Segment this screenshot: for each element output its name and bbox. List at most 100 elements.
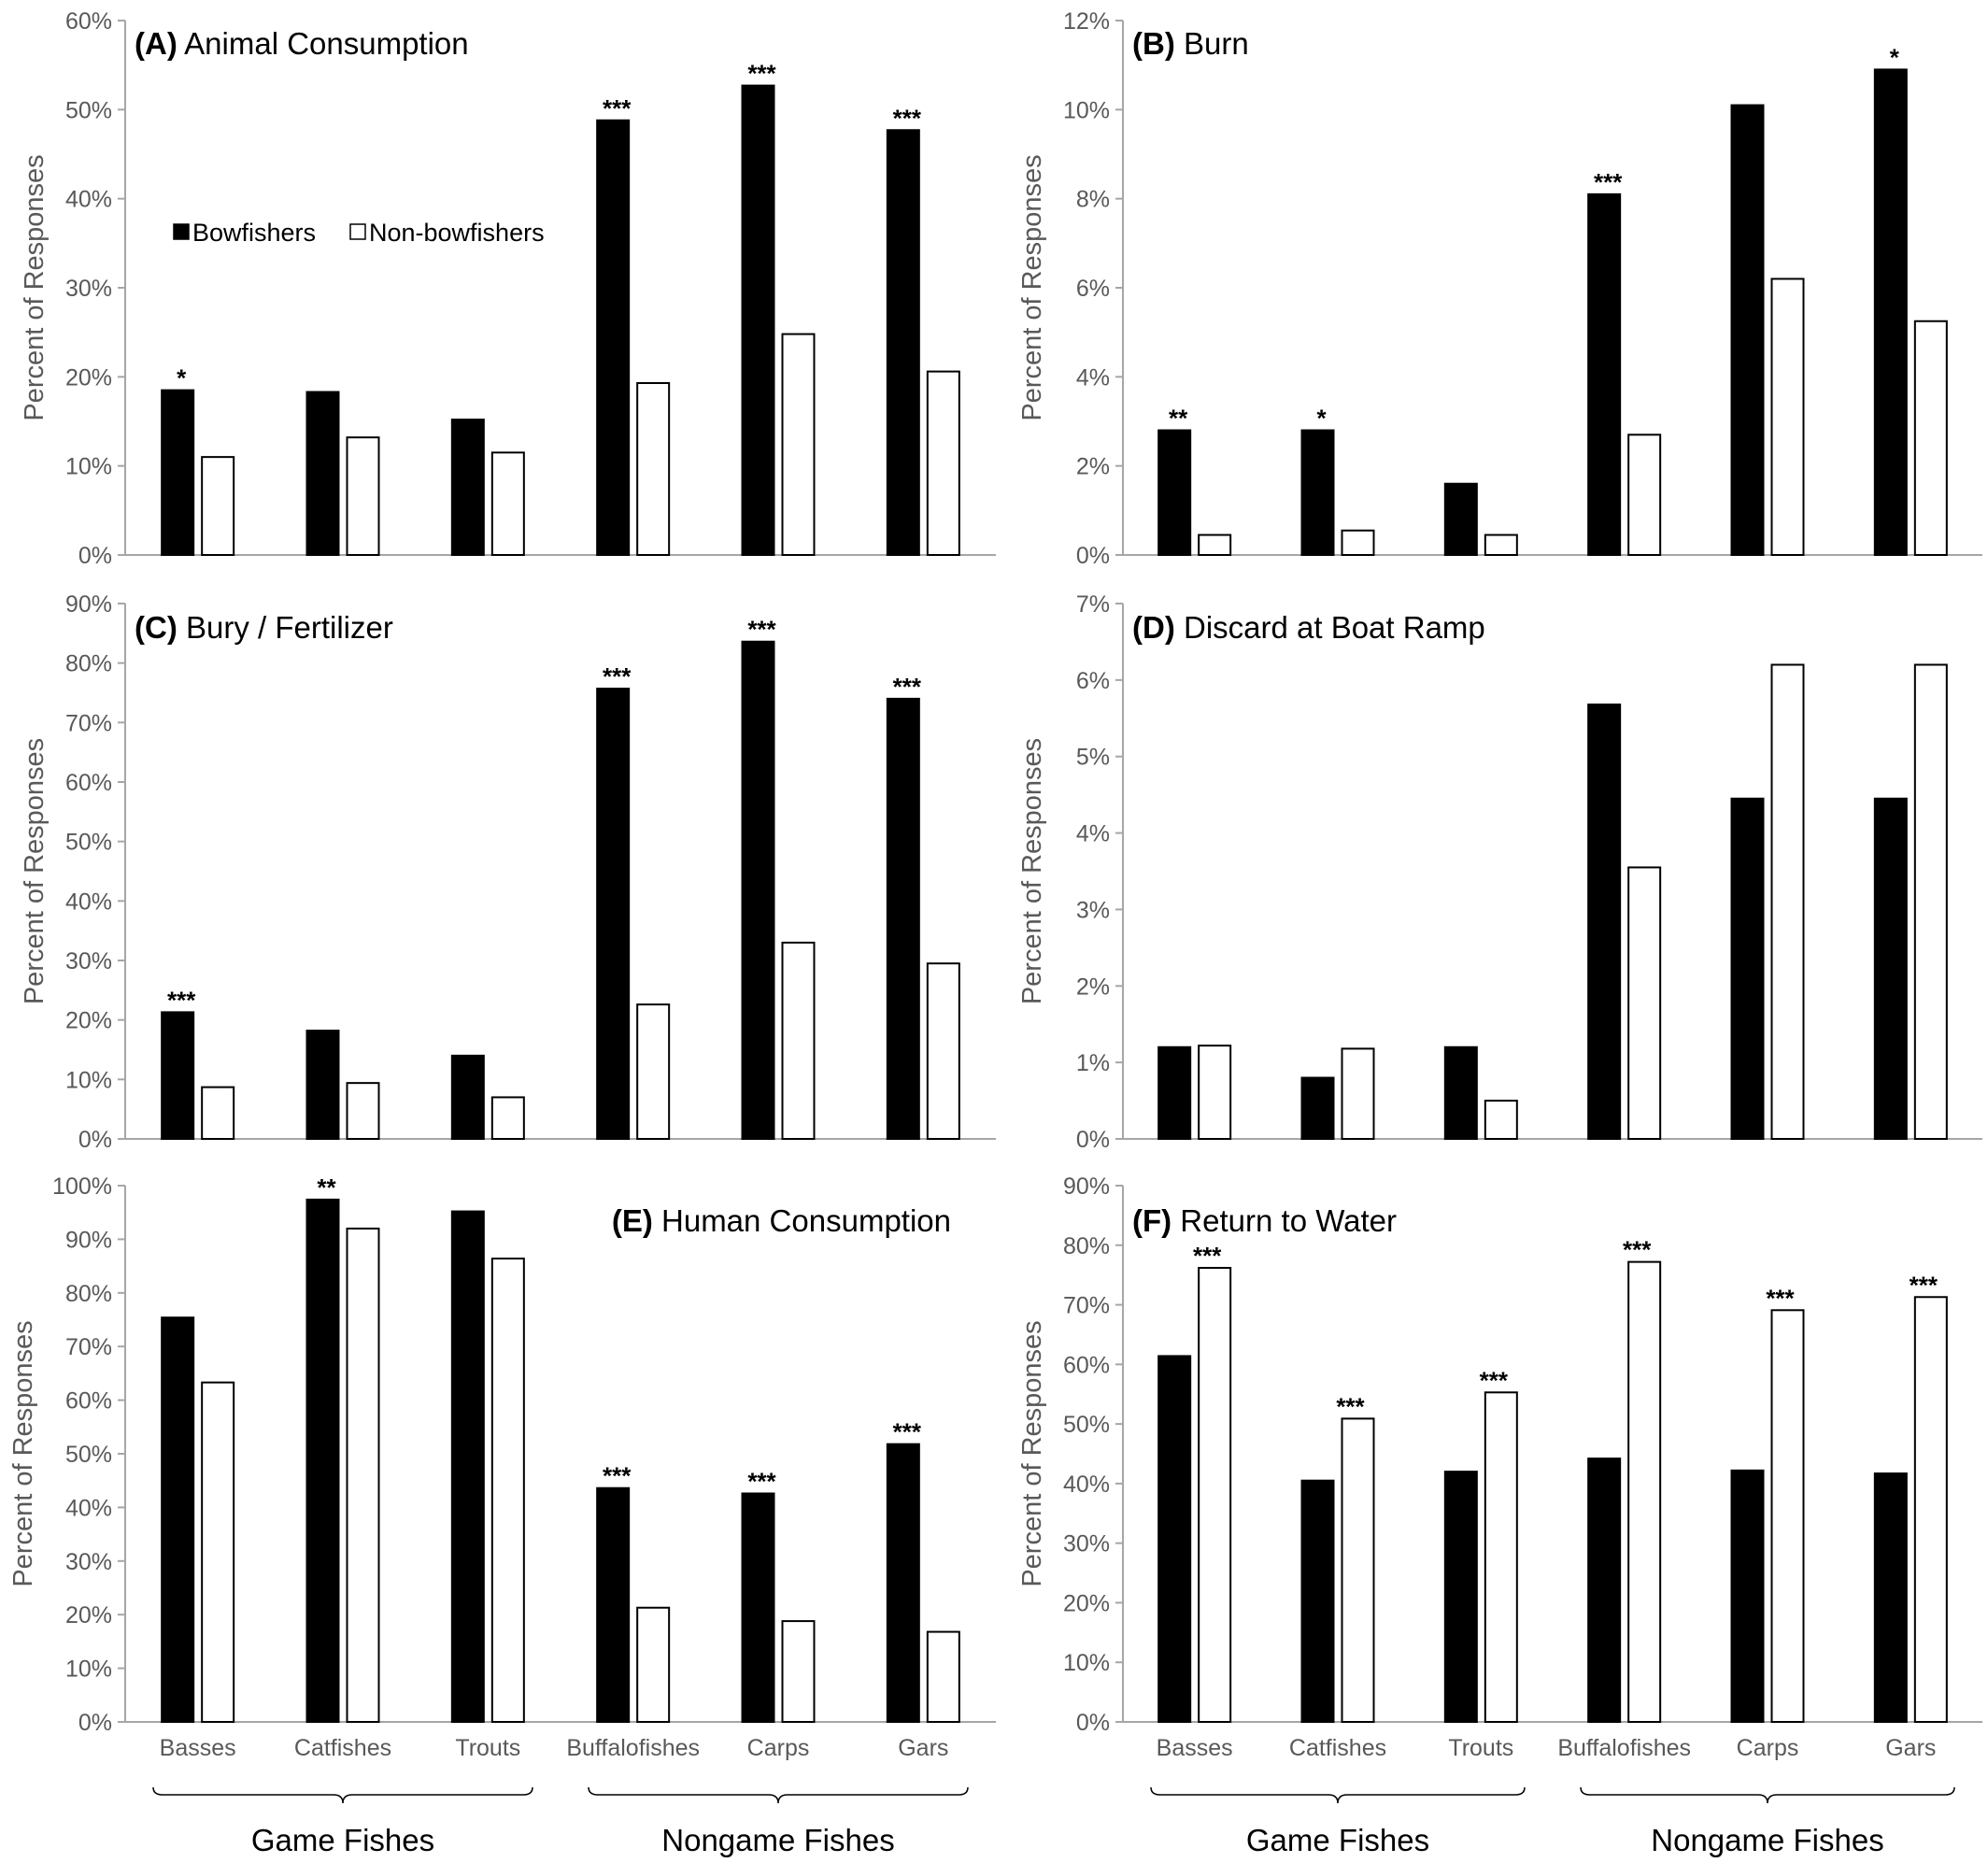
y-axis-label: Percent of Responses <box>1017 1320 1047 1586</box>
group-label: Game Fishes <box>1246 1823 1429 1857</box>
bar-non-bowfishers <box>1627 434 1662 556</box>
bar-non-bowfishers <box>346 436 380 556</box>
y-tick-label: 80% <box>1063 1233 1110 1259</box>
panel-b: 0% 2% 4% 6% 8% 10% 12% Percent of Responses (B) … <box>1017 8 1982 569</box>
bar-non-bowfishers <box>1341 529 1375 556</box>
group-bracket <box>152 1786 533 1804</box>
bar-bowfishers <box>161 389 195 556</box>
bar-bowfishers <box>305 391 340 557</box>
bar-bowfishers <box>1587 1458 1622 1723</box>
significance-marker: * <box>177 364 187 392</box>
significance-marker: *** <box>603 1462 632 1490</box>
bar-bowfishers <box>1300 429 1335 556</box>
x-tick-label: Gars <box>898 1735 948 1761</box>
bar-bowfishers <box>1873 797 1908 1140</box>
panel-title-letter: (C) <box>135 610 178 645</box>
panel-a: 0% 10% 20% 30% 40% 50% 60% Percent of Responses… <box>20 8 996 569</box>
bar-bowfishers <box>1730 104 1765 556</box>
significance-marker: *** <box>747 616 776 644</box>
bar-bowfishers <box>305 1198 340 1723</box>
bar-non-bowfishers <box>1913 1296 1948 1723</box>
bar-non-bowfishers <box>201 456 235 556</box>
bar-bowfishers <box>1443 1045 1478 1141</box>
significance-marker: *** <box>1193 1242 1222 1270</box>
y-tick-label: 10% <box>1063 1650 1110 1676</box>
y-tick-label: 8% <box>1076 187 1110 213</box>
panel-title: (E) Human Consumption <box>612 1203 951 1238</box>
y-tick-label: 30% <box>65 1549 112 1575</box>
bar-non-bowfishers <box>201 1086 235 1140</box>
bar-bowfishers <box>1157 1045 1192 1141</box>
group-bracket <box>588 1786 969 1804</box>
significance-marker: *** <box>893 104 922 132</box>
bar-non-bowfishers <box>1770 663 1805 1140</box>
significance-marker: ** <box>317 1173 336 1202</box>
significance-marker: * <box>1316 405 1327 433</box>
y-tick-label: 60% <box>65 770 112 796</box>
y-tick-label: 10% <box>65 1067 112 1093</box>
bar-bowfishers <box>886 129 920 556</box>
y-tick-label: 0% <box>1076 543 1110 569</box>
panel-title-text: Human Consumption <box>653 1203 951 1238</box>
significance-marker: *** <box>1623 1236 1652 1264</box>
y-tick-label: 60% <box>65 1388 112 1415</box>
y-axis-label: Percent of Responses <box>1017 738 1047 1004</box>
y-tick-label: 50% <box>65 830 112 856</box>
panel-title: (C) Bury / Fertilizer <box>135 610 393 645</box>
bar-non-bowfishers <box>781 333 816 556</box>
panel-title-letter: (D) <box>1132 610 1175 645</box>
panel-f: 0% 10% 20% 30% 40% 50% 60% 70% 80% 90% Percent of … <box>1017 1173 1982 1857</box>
x-tick-label: Basses <box>160 1735 236 1761</box>
significance-marker: *** <box>747 60 776 88</box>
x-tick-label: Carps <box>747 1735 810 1761</box>
y-axis-label: Percent of Responses <box>8 1320 38 1586</box>
bar-non-bowfishers <box>1341 1047 1375 1140</box>
panel-title: (B) Burn <box>1132 26 1249 61</box>
legend-label-non-bowfishers: Non-bowfishers <box>369 219 545 247</box>
group-bracket <box>1150 1786 1526 1804</box>
y-tick-label: 60% <box>1063 1352 1110 1378</box>
x-tick-label: Buffalofishes <box>566 1735 700 1761</box>
bar-non-bowfishers <box>346 1082 380 1140</box>
y-tick-label: 0% <box>1076 1127 1110 1153</box>
bar-bowfishers <box>886 1443 920 1723</box>
y-tick-label: 0% <box>78 1127 112 1153</box>
bar-non-bowfishers <box>781 1620 816 1724</box>
bar-non-bowfishers <box>1341 1417 1375 1723</box>
bar-bowfishers <box>161 1316 195 1723</box>
x-tick-label: Catfishes <box>294 1735 391 1761</box>
y-tick-label: 30% <box>1063 1531 1110 1557</box>
x-tick-label: Carps <box>1737 1735 1799 1761</box>
x-tick-label: Gars <box>1885 1735 1936 1761</box>
bar-bowfishers <box>450 1210 485 1723</box>
y-tick-label: 6% <box>1076 668 1110 694</box>
bar-non-bowfishers <box>1913 320 1948 556</box>
bar-bowfishers <box>1587 192 1622 556</box>
significance-marker: *** <box>893 1418 922 1446</box>
bar-non-bowfishers <box>636 382 671 556</box>
panel-title-letter: (F) <box>1132 1203 1172 1238</box>
bar-bowfishers <box>741 84 775 557</box>
y-tick-label: 10% <box>65 454 112 480</box>
bar-bowfishers <box>1730 1469 1765 1723</box>
y-tick-label: 2% <box>1076 454 1110 480</box>
bar-non-bowfishers <box>1484 533 1518 556</box>
y-tick-label: 20% <box>1063 1590 1110 1616</box>
bar-non-bowfishers <box>1198 1267 1232 1723</box>
bar-bowfishers <box>596 688 631 1140</box>
bar-non-bowfishers <box>636 1606 671 1724</box>
y-tick-label: 100% <box>52 1173 112 1200</box>
y-tick-label: 50% <box>65 1442 112 1468</box>
y-tick-label: 40% <box>65 187 112 213</box>
y-tick-label: 0% <box>1076 1710 1110 1736</box>
bar-non-bowfishers <box>490 451 525 556</box>
y-tick-label: 1% <box>1076 1050 1110 1076</box>
panel-title-text: Discard at Boat Ramp <box>1175 610 1485 645</box>
bar-non-bowfishers <box>1627 866 1662 1141</box>
panel-title-letter: (B) <box>1132 26 1175 61</box>
bar-non-bowfishers <box>1484 1100 1518 1140</box>
y-tick-label: 20% <box>65 364 112 391</box>
group-label: Nongame Fishes <box>1651 1823 1883 1857</box>
y-tick-label: 12% <box>1063 8 1110 35</box>
bar-bowfishers <box>596 119 631 556</box>
